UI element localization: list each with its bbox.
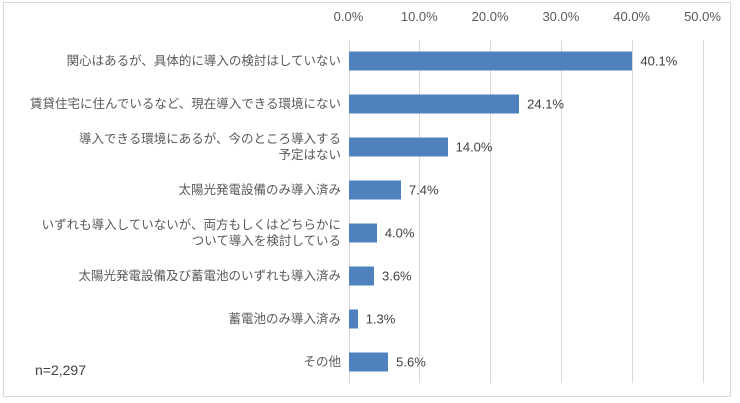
sample-size-note: n=2,297 [35, 362, 86, 378]
bar [348, 51, 633, 71]
bar [348, 223, 377, 243]
bar [348, 94, 520, 114]
value-label: 3.6% [381, 268, 412, 284]
category-label: 太陽光発電設備及び蓄電池のいずれも導入済み [78, 268, 341, 283]
category-label: 蓄電池のみ導入済み [228, 311, 341, 326]
category-label: 導入できる環境にあるが、今のところ導入する 予定はない [78, 132, 341, 163]
category-label: 太陽光発電設備のみ導入済み [178, 183, 341, 198]
gridline [702, 40, 704, 383]
value-label: 40.1% [640, 53, 678, 69]
axis-tick-label: 40.0% [613, 9, 651, 24]
gridline [419, 40, 421, 383]
bar [348, 309, 358, 329]
value-label: 1.3% [365, 311, 396, 327]
axis-tick-label: 30.0% [542, 9, 580, 24]
category-label: その他 [303, 354, 341, 369]
value-label: 24.1% [527, 96, 564, 112]
gridline [560, 40, 562, 383]
value-label: 14.0% [455, 139, 493, 155]
value-label: 7.4% [408, 182, 439, 198]
category-label: いずれも導入していないが、両方もしくはどちらかに ついて導入を検討している [41, 217, 341, 248]
category-label: 関心はあるが、具体的に導入の検討はしていない [66, 54, 341, 69]
axis-tick-label: 20.0% [471, 9, 509, 24]
bar [348, 180, 401, 200]
axis-tick-label: 0.0% [333, 9, 364, 24]
gridline [631, 40, 633, 383]
bar [348, 266, 374, 286]
gridline [490, 40, 492, 383]
axis-tick-label: 10.0% [400, 9, 438, 24]
gridline [348, 40, 350, 383]
bar [348, 137, 448, 157]
value-label: 4.0% [384, 225, 415, 241]
value-label: 5.6% [396, 354, 426, 370]
category-label: 賃貸住宅に住んでいるなど、現在導入できる環境にない [29, 97, 341, 112]
bar [348, 352, 389, 372]
axis-tick-label: 50.0% [684, 9, 721, 24]
chart-border [3, 2, 731, 397]
